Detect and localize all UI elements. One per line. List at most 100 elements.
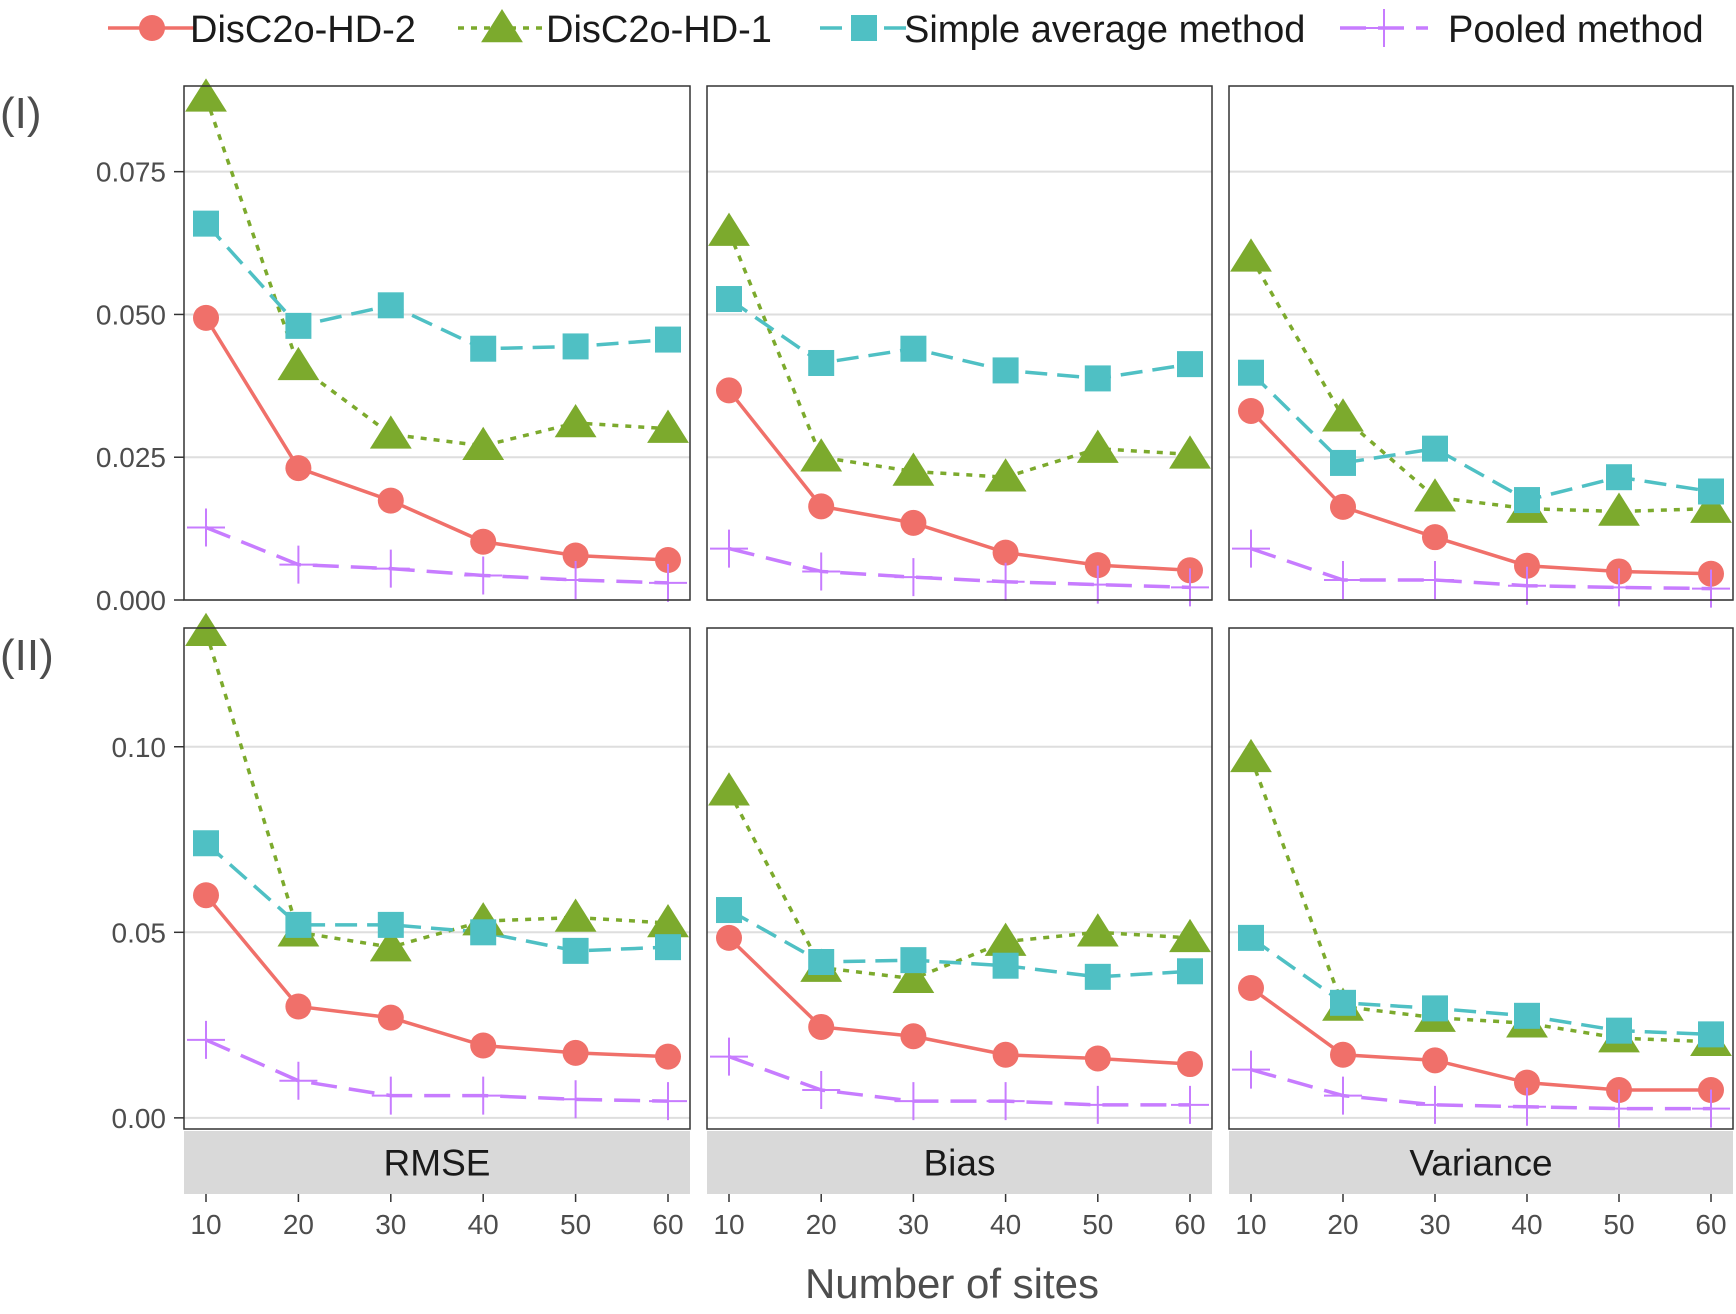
point-pooled-method: [649, 563, 687, 602]
series-line-simple-average-method: [204, 222, 669, 351]
point-pooled-method: [371, 549, 410, 588]
point-pooled-method: [464, 1076, 503, 1115]
series-line-pooled-method: [205, 1038, 669, 1103]
point-disc2o-hd-1: [647, 904, 689, 938]
series-line-pooled-method: [1250, 546, 1712, 591]
x-tick-label: 40: [468, 1209, 499, 1240]
point-disc2o-hd-1: [185, 612, 227, 646]
point-disc2o-hd-2: [1084, 552, 1111, 579]
point-disc2o-hd-1: [800, 438, 843, 472]
point-pooled-method: [1600, 1089, 1638, 1128]
y-tick-label: 0.025: [96, 442, 166, 473]
x-tick-label: 20: [806, 1209, 837, 1240]
point-disc2o-hd-2: [285, 455, 312, 482]
point-simple-average-method: [1698, 478, 1724, 505]
point-simple-average-method: [1514, 487, 1540, 514]
series-line-simple-average-method: [1249, 371, 1712, 502]
point-simple-average-method: [285, 911, 312, 938]
row-label: (II): [0, 631, 54, 680]
point-disc2o-hd-1: [892, 959, 935, 993]
x-tick-label: 30: [898, 1209, 929, 1240]
series-line-disc2o-hd-1: [204, 631, 669, 949]
panel-i-rmse: [183, 78, 691, 602]
series-line-disc2o-hd-1: [727, 230, 1191, 479]
legend-label-pooled-method: Pooled method: [1448, 9, 1704, 51]
point-pooled-method: [1692, 569, 1730, 608]
point-disc2o-hd-1: [1169, 435, 1211, 469]
point-disc2o-hd-1: [554, 898, 597, 932]
point-simple-average-method: [1514, 1002, 1540, 1029]
point-disc2o-hd-2: [716, 924, 742, 951]
x-tick-label: 60: [1174, 1209, 1205, 1240]
y-tick-label: 0.05: [112, 917, 167, 948]
facet-strips: RMSE Bias Variance: [184, 1131, 1733, 1194]
x-tick-label: 10: [713, 1209, 744, 1240]
x-tick-label: 60: [652, 1209, 683, 1240]
point-disc2o-hd-2: [562, 542, 589, 569]
point-disc2o-hd-2: [193, 304, 219, 331]
point-disc2o-hd-1: [1598, 492, 1640, 526]
point-pooled-method: [1508, 1087, 1546, 1126]
point-pooled-method: [1508, 566, 1546, 605]
point-pooled-method: [986, 562, 1025, 601]
panel-border: [706, 627, 1213, 1130]
x-tick-label: 10: [1235, 1209, 1266, 1240]
legend-marker-pooled-method: [1365, 9, 1403, 47]
point-simple-average-method: [900, 335, 927, 362]
point-disc2o-hd-2: [1330, 493, 1356, 520]
point-simple-average-method: [1698, 1021, 1724, 1048]
point-disc2o-hd-1: [892, 452, 935, 486]
point-pooled-method: [802, 552, 841, 591]
point-disc2o-hd-2: [992, 1041, 1019, 1068]
panel-border: [1228, 85, 1734, 601]
point-pooled-method: [1171, 1085, 1209, 1124]
series-line-disc2o-hd-2: [727, 389, 1191, 573]
point-disc2o-hd-1: [1076, 913, 1119, 947]
x-tick-label: 60: [1695, 1209, 1726, 1240]
x-tick-label: 50: [560, 1209, 591, 1240]
point-simple-average-method: [1330, 989, 1356, 1016]
point-pooled-method: [1692, 1089, 1730, 1128]
point-disc2o-hd-1: [1322, 398, 1364, 432]
y-tick-label: 0.050: [96, 299, 166, 330]
point-disc2o-hd-2: [193, 882, 219, 909]
point-simple-average-method: [377, 292, 404, 319]
point-simple-average-method: [285, 312, 312, 339]
series-line-disc2o-hd-1: [1249, 256, 1712, 514]
point-disc2o-hd-1: [462, 426, 505, 461]
point-simple-average-method: [193, 830, 219, 857]
x-tick-label: 40: [990, 1209, 1021, 1240]
panel-border: [706, 85, 1213, 601]
point-disc2o-hd-1: [369, 928, 412, 962]
point-disc2o-hd-1: [1169, 918, 1211, 953]
y-tick-label: 0.10: [112, 732, 167, 763]
point-pooled-method: [279, 545, 318, 584]
point-disc2o-hd-1: [1230, 238, 1272, 272]
point-disc2o-hd-1: [984, 458, 1027, 492]
legend-label-disc2o-hd-1: DisC2o-HD-1: [546, 9, 772, 51]
strip-background: [184, 1131, 690, 1194]
point-simple-average-method: [1422, 435, 1448, 462]
point-simple-average-method: [1606, 1017, 1632, 1044]
point-pooled-method: [802, 1071, 841, 1110]
point-disc2o-hd-2: [655, 547, 681, 574]
point-pooled-method: [1232, 1050, 1270, 1089]
point-disc2o-hd-1: [185, 78, 227, 112]
point-simple-average-method: [470, 919, 497, 946]
point-disc2o-hd-2: [808, 493, 835, 520]
series-line-pooled-method: [728, 1054, 1190, 1107]
series-line-simple-average-method: [728, 908, 1191, 979]
point-pooled-method: [279, 1061, 318, 1100]
y-tick-label: 0.00: [112, 1103, 167, 1134]
point-simple-average-method: [1330, 449, 1356, 476]
point-simple-average-method: [655, 326, 681, 353]
point-simple-average-method: [992, 357, 1019, 384]
x-tick-label: 30: [375, 1209, 406, 1240]
point-pooled-method: [1078, 565, 1117, 604]
panel-ii-bias: [706, 627, 1213, 1130]
point-simple-average-method: [470, 335, 497, 362]
point-pooled-method: [1232, 529, 1270, 568]
point-simple-average-method: [655, 934, 681, 961]
point-simple-average-method: [1238, 924, 1264, 951]
